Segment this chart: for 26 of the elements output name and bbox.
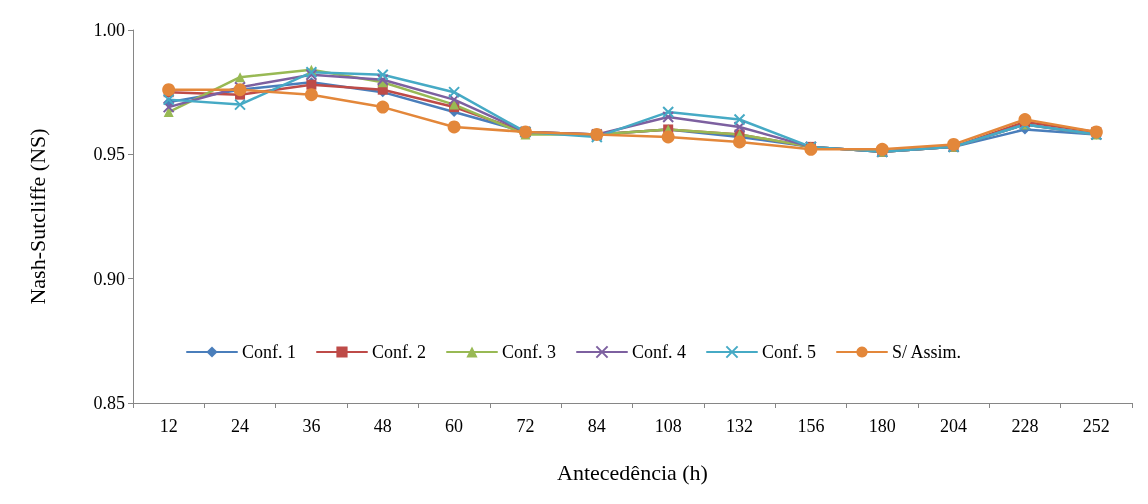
x-tick-label: 72 [516, 416, 535, 436]
x-tick-label: 132 [726, 416, 754, 436]
y-tick-label: 1.00 [93, 20, 125, 40]
x-axis-title: Antecedência (h) [557, 459, 708, 485]
y-tick-label: 0.95 [93, 144, 125, 165]
legend-label: Conf. 5 [761, 342, 816, 362]
x-tick-label: 60 [445, 416, 464, 436]
x-tick-label: 180 [868, 416, 896, 436]
legend-label: S/ Assim. [891, 342, 962, 362]
x-tick-label: 204 [940, 416, 968, 436]
legend-label: Conf. 3 [501, 342, 556, 362]
legend-label: Conf. 1 [241, 342, 296, 362]
x-tick-label: 24 [231, 416, 250, 436]
legend-label: Conf. 4 [631, 342, 686, 362]
y-tick-label: 0.85 [93, 393, 125, 413]
y-tick-label: 0.90 [93, 268, 125, 289]
x-tick-label: 12 [159, 416, 178, 436]
x-tick-label: 156 [797, 416, 825, 436]
x-tick-label: 228 [1011, 416, 1039, 436]
x-tick-label: 48 [373, 416, 392, 436]
x-tick-label: 84 [587, 416, 606, 436]
y-axis-title: Nash-Sutcliffe (NS) [24, 128, 50, 305]
x-tick-label: 252 [1082, 416, 1110, 436]
legend-label: Conf. 2 [371, 342, 426, 362]
x-tick-label: 36 [302, 416, 321, 436]
x-tick-label: 108 [654, 416, 682, 436]
